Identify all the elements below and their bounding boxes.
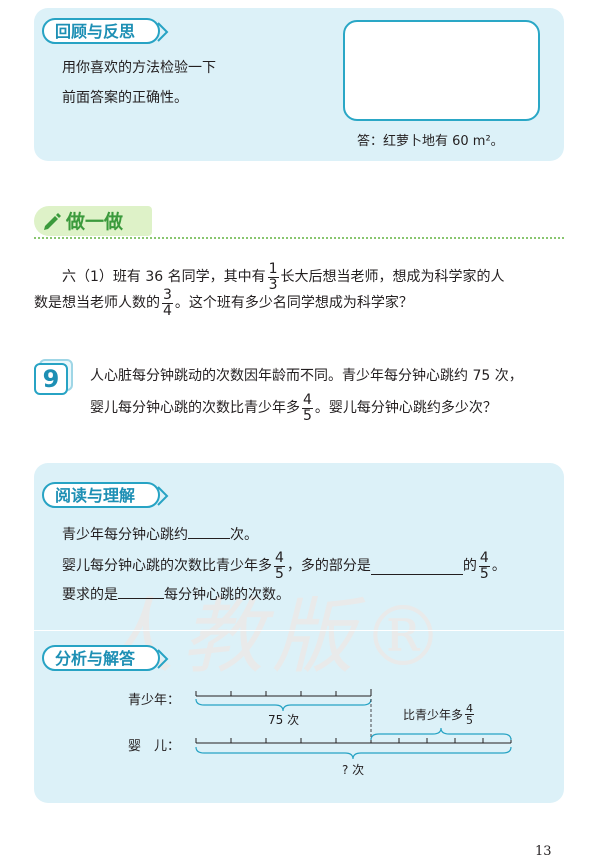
read-line-2-a: 婴儿每分钟心跳的次数比青少年多 — [62, 558, 272, 574]
doit-line-2-b: 。这个班有多少名同学想成为科学家？ — [174, 295, 413, 311]
teen-label: 青少年： — [128, 693, 181, 708]
answer-blank-2[interactable] — [370, 558, 463, 575]
problem9-line-2-a: 婴儿每分钟心跳的次数比青少年多 — [90, 400, 300, 416]
doit-line-1-b: 长大后想当老师，想成为科学家的人 — [280, 269, 505, 285]
problem9-line-2-b: 。婴儿每分钟心跳约多少次？ — [314, 400, 497, 416]
problem-number: 9 — [34, 363, 68, 395]
review-line-1: 用你喜欢的方法检验一下 — [62, 60, 216, 76]
unknown-count-label: ? 次 — [342, 763, 365, 777]
doit-label: 做一做 — [66, 211, 124, 233]
analysis-tag-label: 分析与解答 — [55, 649, 136, 668]
review-tag-label: 回顾与反思 — [55, 22, 136, 41]
chevron-right-icon — [157, 649, 169, 669]
read-analysis-box — [34, 463, 564, 803]
read-line-1-b: 次。 — [230, 527, 258, 543]
doit-line-1-a: 六（1）班有 36 名同学，其中有 — [62, 269, 266, 285]
more-brace — [370, 727, 512, 741]
teen-ticks — [195, 689, 372, 696]
baby-ticks — [195, 738, 512, 743]
teen-brace — [195, 698, 372, 712]
read-tag: 阅读与理解 — [42, 482, 169, 508]
answer-blank-3[interactable] — [118, 584, 164, 599]
teen-count-label: 75 次 — [268, 713, 300, 727]
answer-blank-1[interactable] — [188, 524, 230, 539]
review-answer: 答：红萝卜地有 60 m²。 — [357, 134, 504, 149]
read-line-2-c: 的 — [462, 558, 477, 574]
section-divider — [34, 630, 564, 631]
analysis-tag: 分析与解答 — [42, 645, 169, 671]
pencil-icon — [44, 213, 61, 230]
answer-check-box — [343, 20, 540, 121]
read-line-2-d: 。 — [491, 558, 506, 574]
baby-label: 婴 儿： — [128, 739, 181, 754]
chevron-right-icon — [157, 486, 169, 506]
read-line-3: 要求的是 每分钟心跳的次数。 — [62, 584, 290, 605]
review-tag: 回顾与反思 — [42, 18, 169, 44]
read-tag-label: 阅读与理解 — [55, 486, 136, 505]
heartbeat-line-diagram — [195, 689, 512, 760]
review-line-2: 前面答案的正确性。 — [62, 90, 188, 106]
read-line-1: 青少年每分钟心跳约 次。 — [62, 524, 258, 545]
read-line-3-a: 要求的是 — [62, 587, 118, 603]
read-line-1-a: 青少年每分钟心跳约 — [62, 527, 188, 543]
page-number: 13 — [535, 844, 552, 859]
chevron-right-icon — [157, 22, 169, 42]
baby-brace — [195, 746, 512, 760]
read-line-3-b: 每分钟心跳的次数。 — [164, 587, 290, 603]
doit-divider — [34, 237, 564, 239]
problem9-line-1: 人心脏每分钟跳动的次数因年龄而不同。青少年每分钟心跳约 75 次， — [90, 368, 523, 384]
read-line-2-b: ，多的部分是 — [286, 558, 371, 574]
doit-line-2-a: 数是想当老师人数的 — [34, 295, 160, 311]
more-label-text: 比青少年多 — [403, 708, 464, 722]
